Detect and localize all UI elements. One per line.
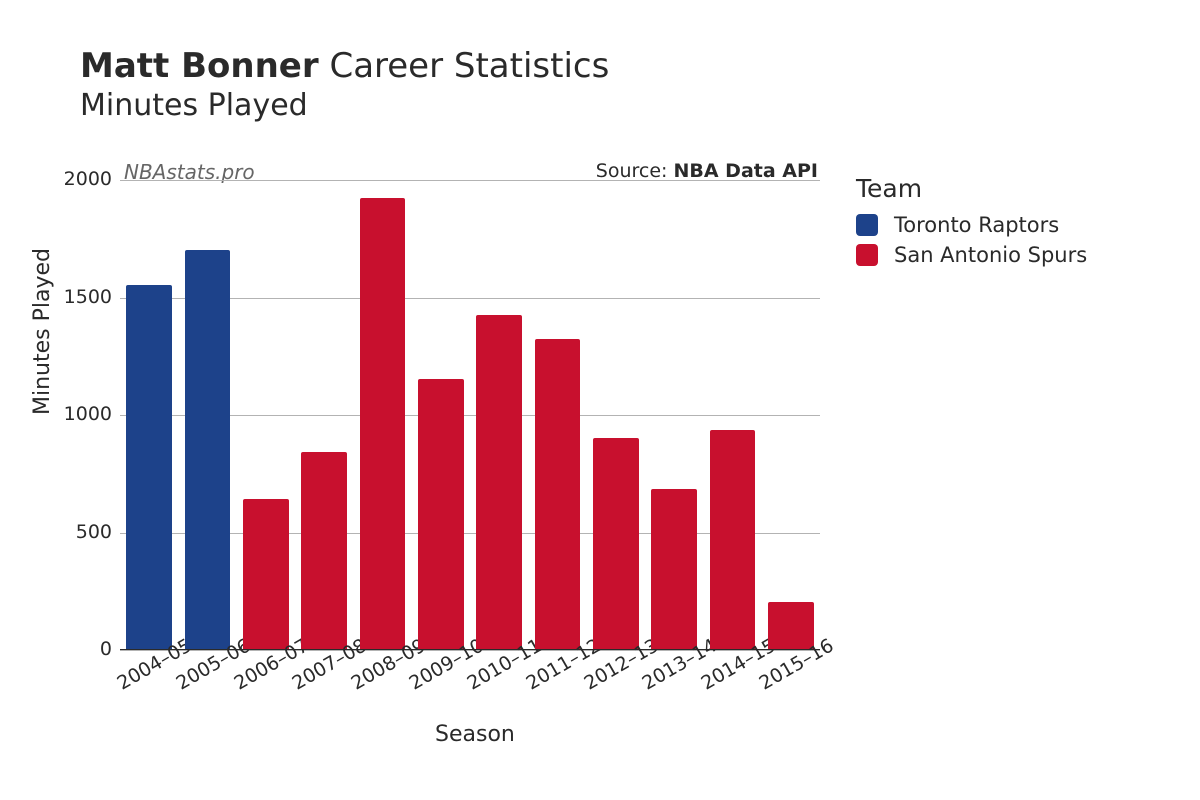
source-name: NBA Data API bbox=[673, 160, 818, 182]
subtitle: Minutes Played bbox=[80, 88, 609, 123]
y-tick-label: 1500 bbox=[42, 286, 112, 308]
bar bbox=[768, 602, 814, 649]
y-axis-label: Minutes Played bbox=[30, 248, 55, 415]
y-tick-label: 1000 bbox=[42, 403, 112, 425]
legend-label: Toronto Raptors bbox=[894, 213, 1059, 237]
legend-item: San Antonio Spurs bbox=[856, 243, 1087, 267]
bar bbox=[535, 339, 581, 649]
legend-title: Team bbox=[856, 174, 1087, 203]
bar bbox=[185, 250, 231, 650]
gridline bbox=[120, 180, 820, 181]
y-tick-label: 500 bbox=[42, 521, 112, 543]
bar bbox=[243, 499, 289, 649]
y-tick-label: 0 bbox=[42, 638, 112, 660]
bar bbox=[301, 452, 347, 649]
bar bbox=[593, 438, 639, 650]
title-line-1: Matt Bonner Career Statistics bbox=[80, 46, 609, 86]
title-suffix: Career Statistics bbox=[329, 46, 609, 86]
bar bbox=[418, 379, 464, 649]
chart-frame: Matt Bonner Career Statistics Minutes Pl… bbox=[0, 0, 1200, 800]
legend-swatch bbox=[856, 244, 878, 266]
bar bbox=[476, 315, 522, 649]
legend-item: Toronto Raptors bbox=[856, 213, 1087, 237]
bar bbox=[651, 489, 697, 649]
title-block: Matt Bonner Career Statistics Minutes Pl… bbox=[80, 46, 609, 123]
player-name: Matt Bonner bbox=[80, 46, 319, 86]
source-prefix: Source: bbox=[596, 160, 674, 182]
bar bbox=[126, 285, 172, 649]
legend-swatch bbox=[856, 214, 878, 236]
x-axis-label: Season bbox=[435, 722, 515, 747]
plot-area: NBAstats.pro Source: NBA Data API 050010… bbox=[120, 180, 820, 650]
source-credit: Source: NBA Data API bbox=[596, 160, 818, 182]
legend: Team Toronto Raptors San Antonio Spurs bbox=[856, 174, 1087, 273]
bar bbox=[360, 198, 406, 649]
legend-label: San Antonio Spurs bbox=[894, 243, 1087, 267]
y-tick-label: 2000 bbox=[42, 168, 112, 190]
bar bbox=[710, 430, 756, 649]
